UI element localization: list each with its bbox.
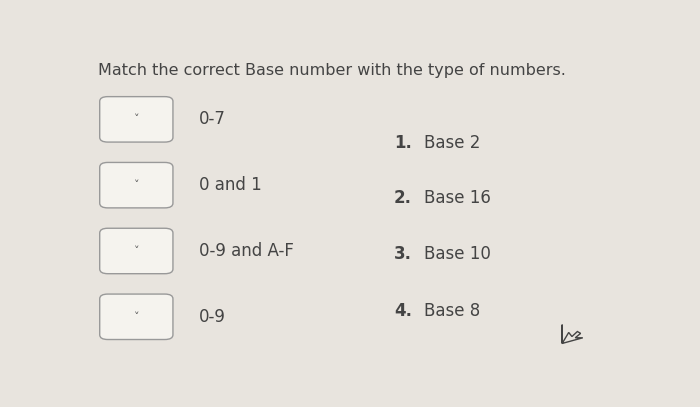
Text: Base 8: Base 8	[424, 302, 480, 319]
Text: Match the correct Base number with the type of numbers.: Match the correct Base number with the t…	[98, 63, 566, 78]
Text: ˅: ˅	[134, 180, 139, 190]
Text: 1.: 1.	[394, 134, 412, 152]
Text: Base 16: Base 16	[424, 189, 491, 207]
Text: 3.: 3.	[394, 245, 412, 263]
FancyBboxPatch shape	[99, 162, 173, 208]
Text: ˅: ˅	[134, 246, 139, 256]
Text: 0 and 1: 0 and 1	[199, 176, 262, 194]
Text: 0-9 and A-F: 0-9 and A-F	[199, 242, 293, 260]
FancyBboxPatch shape	[99, 228, 173, 274]
Text: 4.: 4.	[394, 302, 412, 319]
Text: 0-7: 0-7	[199, 110, 225, 128]
Text: ˅: ˅	[134, 312, 139, 322]
Text: Base 10: Base 10	[424, 245, 491, 263]
FancyBboxPatch shape	[99, 294, 173, 339]
Text: 0-9: 0-9	[199, 308, 225, 326]
FancyBboxPatch shape	[99, 96, 173, 142]
Text: ˅: ˅	[134, 114, 139, 125]
Text: 2.: 2.	[394, 189, 412, 207]
Text: Base 2: Base 2	[424, 134, 480, 152]
